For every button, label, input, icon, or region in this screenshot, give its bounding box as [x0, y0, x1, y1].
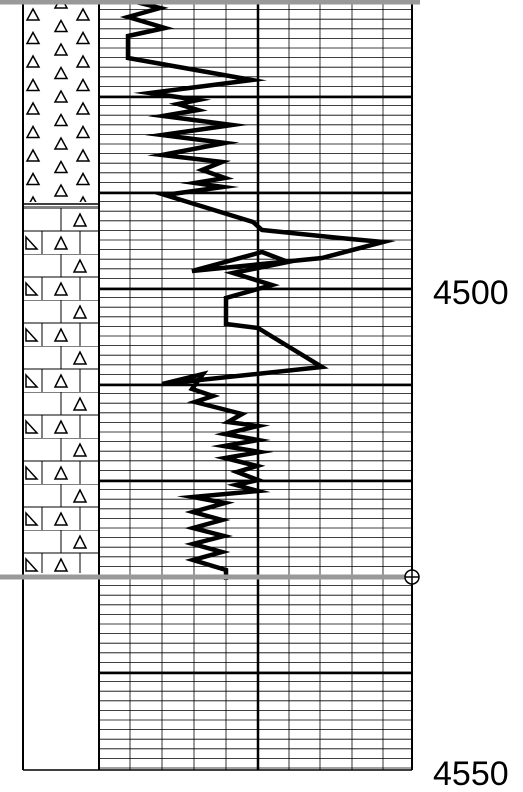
- triangle-pattern-unit: [23, 0, 99, 202]
- crosshair-circle-icon: [404, 569, 420, 585]
- depth-label-4500: 4500: [433, 274, 509, 312]
- depth-label-4550: 4550: [433, 755, 509, 792]
- brick-triangle-pattern-unit: [23, 208, 99, 573]
- log-curve: [119, 0, 396, 580]
- lithology-column: [22, 0, 99, 770]
- blank-unit: [23, 578, 99, 770]
